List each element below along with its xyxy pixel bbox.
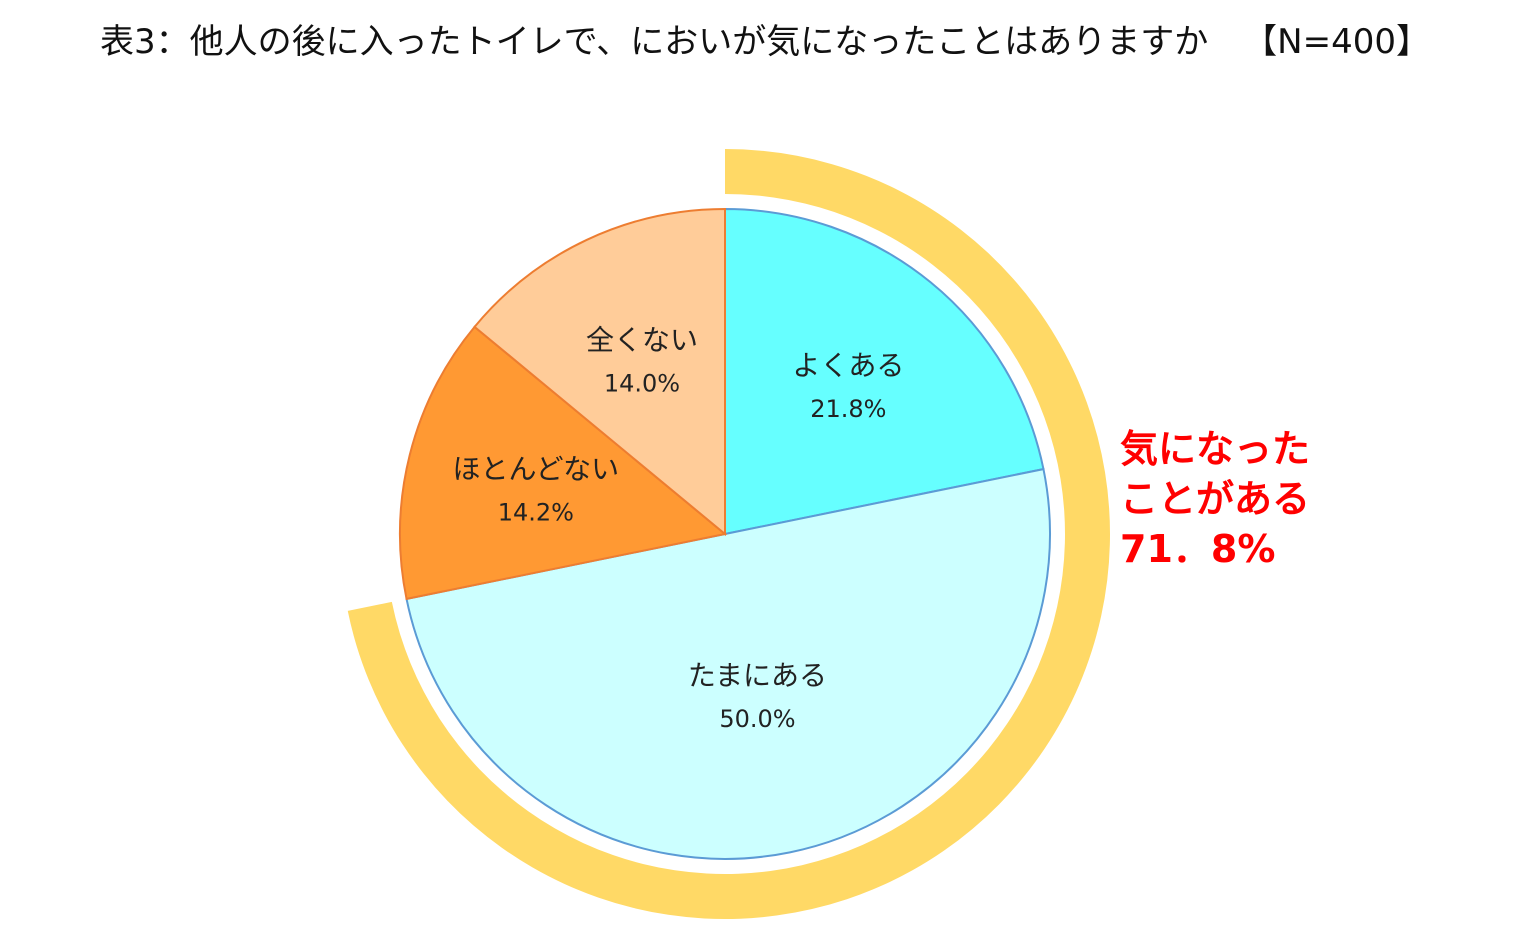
- chart-title: 表3：他人の後に入ったトイレで、においが気になったことはありますか: [100, 22, 1209, 62]
- sample-size: 【N=400】: [1243, 22, 1430, 62]
- chart-title-row: 表3：他人の後に入ったトイレで、においが気になったことはありますか 【N=400…: [100, 14, 1430, 66]
- pie-slice-value-2: 14.2%: [498, 499, 574, 527]
- callout-line-1: 気になった: [1120, 427, 1311, 471]
- callout-line-2: ことがある: [1120, 477, 1311, 521]
- pie-slice-label-3: 全くない: [586, 324, 698, 357]
- pie-slice-label-0: よくある: [792, 349, 904, 382]
- pie-slice-2: [399, 325, 728, 601]
- pie-slice-label-2: ほとんどない: [453, 453, 620, 486]
- callout-line-3: 71．8%: [1120, 527, 1276, 571]
- pie-slices: [399, 207, 1051, 860]
- pie-labels: よくある 21.8% たまにある 50.0% ほとんどない 14.2% 全くない 14.0%: [453, 324, 905, 734]
- callout-summary: 気になった ことがある 71．8%: [1120, 424, 1310, 574]
- pie-slice-0: [724, 207, 1045, 536]
- pie-slice-3: [473, 207, 726, 537]
- pie-slice-value-0: 21.8%: [810, 395, 886, 423]
- pie-slice-value-3: 14.0%: [604, 370, 680, 398]
- pie-slice-label-1: たまにある: [688, 659, 827, 692]
- pie-slice-value-1: 50.0%: [719, 705, 795, 733]
